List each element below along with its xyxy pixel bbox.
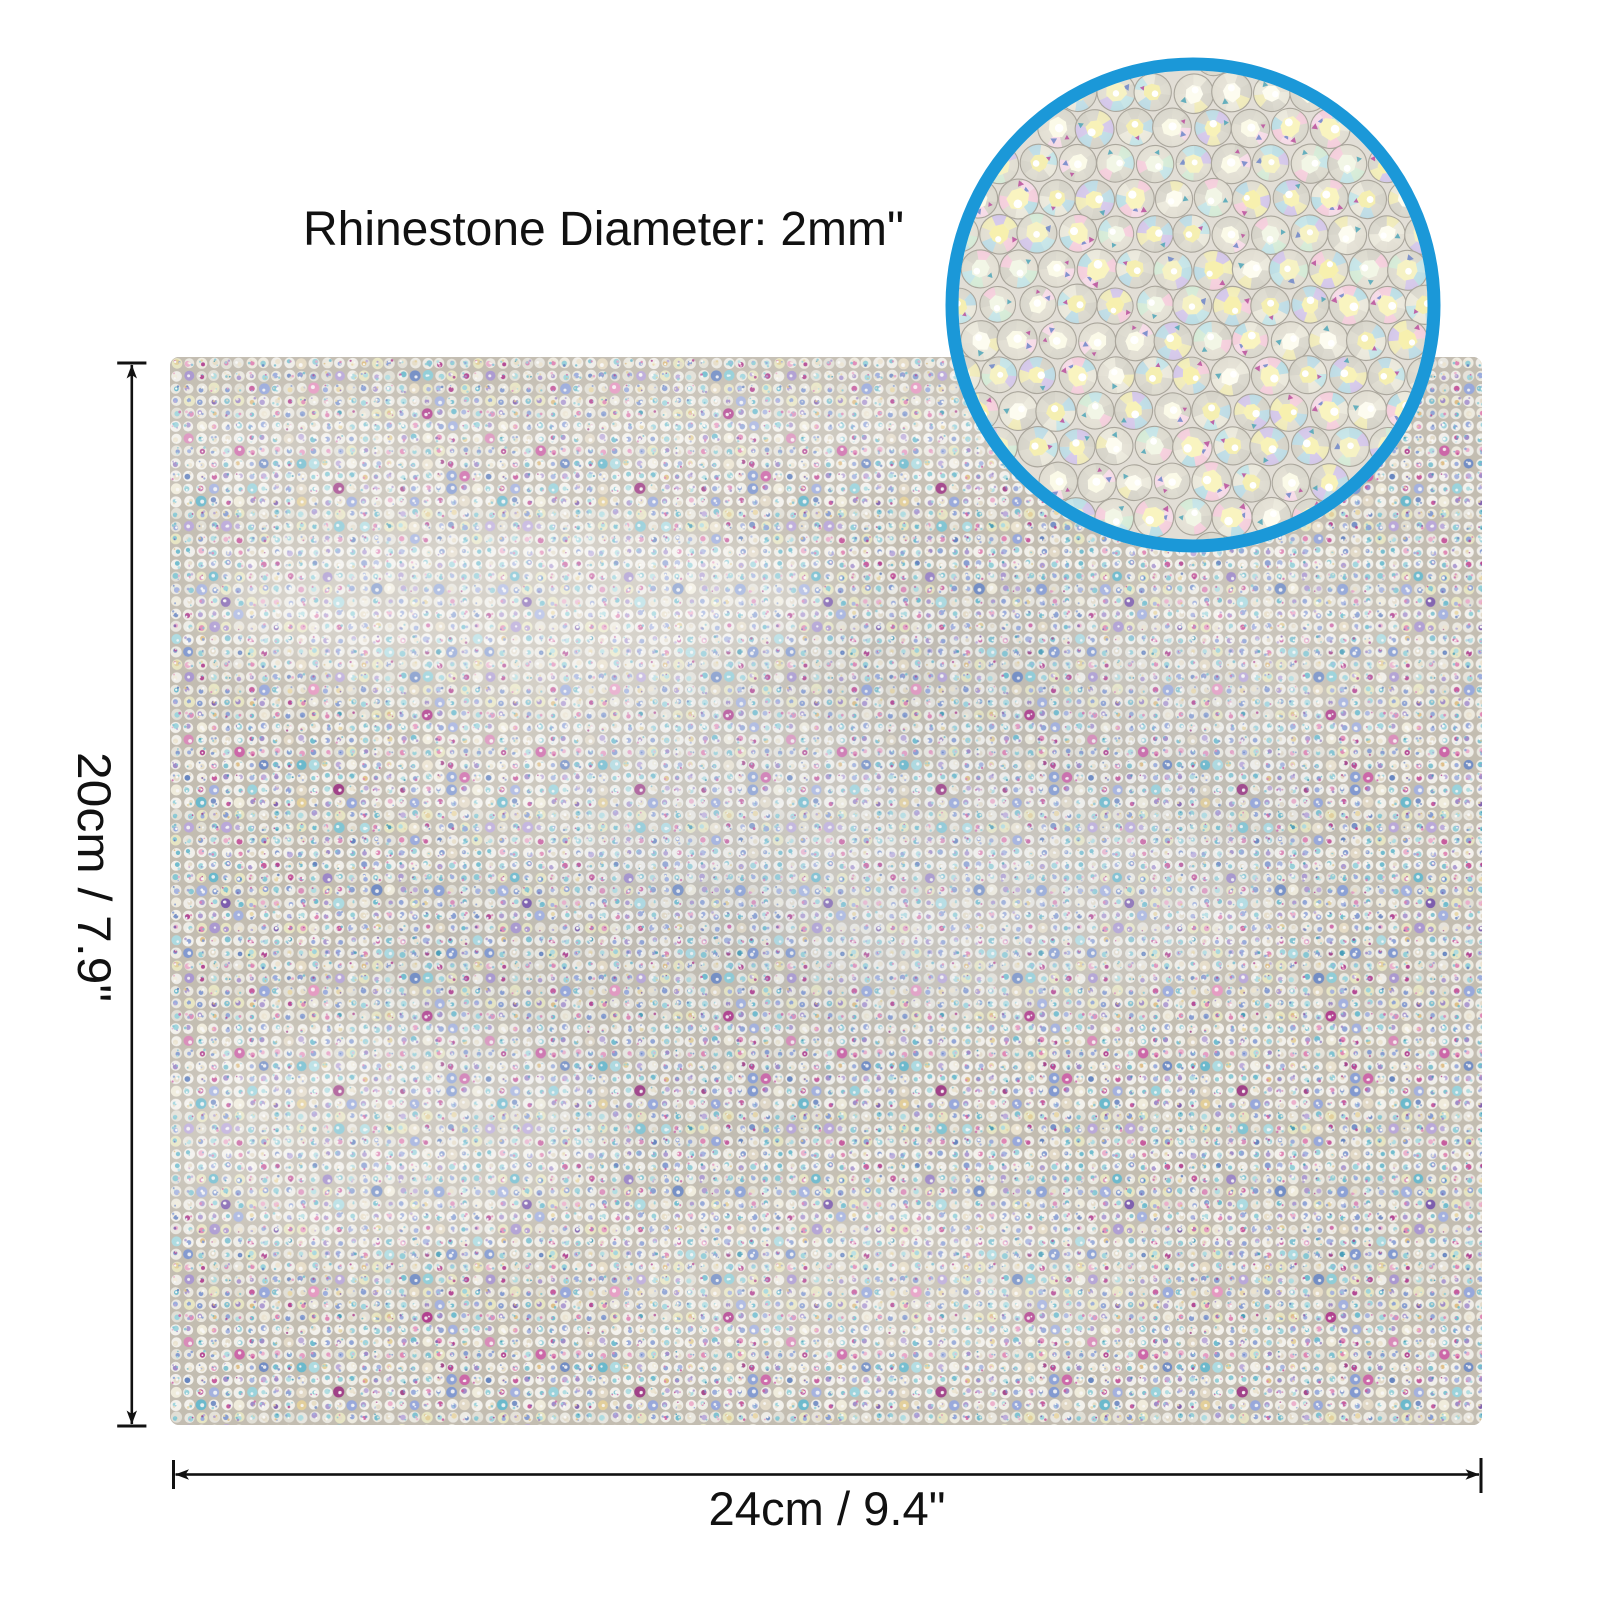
svg-text:20cm / 7.9": 20cm / 7.9" bbox=[68, 752, 121, 1002]
svg-text:Rhinestone Diameter: 2mm": Rhinestone Diameter: 2mm" bbox=[303, 203, 904, 256]
svg-text:24cm / 9.4": 24cm / 9.4" bbox=[709, 1482, 946, 1535]
